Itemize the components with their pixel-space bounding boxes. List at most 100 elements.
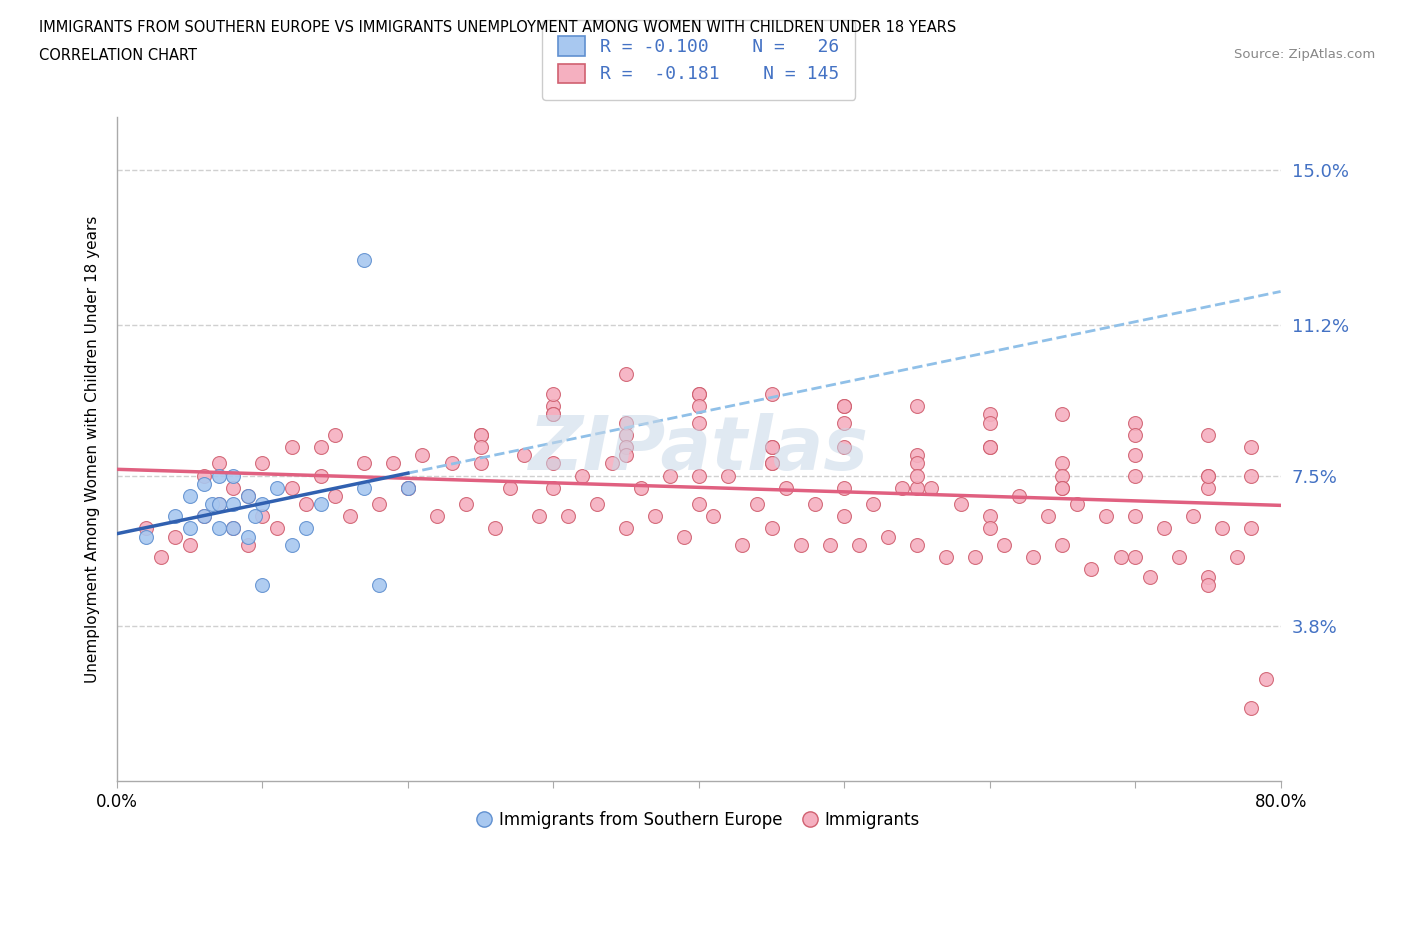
Point: [208, 456, 231, 471]
Point: [309, 468, 332, 483]
Point: [979, 509, 1001, 524]
Point: [761, 387, 783, 402]
Point: [513, 447, 536, 462]
Point: [179, 488, 201, 503]
Point: [832, 509, 855, 524]
Point: [614, 521, 637, 536]
Point: [252, 578, 274, 593]
Point: [1240, 521, 1263, 536]
Point: [1123, 509, 1146, 524]
Point: [905, 538, 928, 552]
Point: [135, 521, 157, 536]
Point: [775, 480, 797, 495]
Point: [280, 480, 302, 495]
Point: [905, 447, 928, 462]
Point: [921, 480, 943, 495]
Point: [832, 440, 855, 455]
Point: [688, 497, 710, 512]
Point: [717, 468, 740, 483]
Point: [862, 497, 884, 512]
Point: [323, 428, 346, 443]
Point: [1211, 521, 1233, 536]
Point: [252, 509, 274, 524]
Point: [600, 456, 623, 471]
Point: [688, 468, 710, 483]
Point: [702, 509, 724, 524]
Point: [396, 480, 419, 495]
Point: [688, 387, 710, 402]
Point: [440, 456, 463, 471]
Point: [1095, 509, 1118, 524]
Point: [1197, 480, 1219, 495]
Point: [891, 480, 914, 495]
Point: [673, 529, 696, 544]
Point: [236, 538, 259, 552]
Point: [396, 480, 419, 495]
Point: [193, 509, 215, 524]
Point: [353, 480, 375, 495]
Point: [876, 529, 898, 544]
Point: [614, 447, 637, 462]
Point: [367, 578, 389, 593]
Point: [905, 456, 928, 471]
Text: CORRELATION CHART: CORRELATION CHART: [39, 48, 197, 63]
Point: [979, 415, 1001, 430]
Point: [454, 497, 477, 512]
Point: [243, 509, 266, 524]
Point: [832, 415, 855, 430]
Point: [731, 538, 754, 552]
Point: [1066, 497, 1088, 512]
Point: [135, 529, 157, 544]
Point: [1167, 550, 1189, 565]
Point: [1182, 509, 1205, 524]
Point: [222, 468, 245, 483]
Point: [1052, 480, 1074, 495]
Point: [761, 456, 783, 471]
Point: [949, 497, 972, 512]
Point: [543, 480, 565, 495]
Point: [586, 497, 609, 512]
Point: [266, 480, 288, 495]
Point: [818, 538, 841, 552]
Point: [353, 456, 375, 471]
Point: [1197, 468, 1219, 483]
Point: [382, 456, 405, 471]
Point: [804, 497, 827, 512]
Point: [1052, 456, 1074, 471]
Point: [979, 440, 1001, 455]
Point: [761, 440, 783, 455]
Point: [1052, 468, 1074, 483]
Point: [979, 440, 1001, 455]
Point: [208, 521, 231, 536]
Point: [1226, 550, 1249, 565]
Point: [165, 509, 187, 524]
Point: [222, 497, 245, 512]
Point: [543, 407, 565, 422]
Point: [832, 480, 855, 495]
Point: [499, 480, 522, 495]
Point: [905, 468, 928, 483]
Y-axis label: Unemployment Among Women with Children Under 18 years: Unemployment Among Women with Children U…: [86, 216, 100, 683]
Text: ZIPatlas: ZIPatlas: [529, 413, 869, 485]
Point: [165, 529, 187, 544]
Point: [979, 521, 1001, 536]
Point: [1240, 468, 1263, 483]
Point: [614, 415, 637, 430]
Point: [614, 366, 637, 381]
Point: [614, 440, 637, 455]
Point: [1240, 440, 1263, 455]
Point: [761, 456, 783, 471]
Point: [993, 538, 1015, 552]
Point: [557, 509, 579, 524]
Point: [789, 538, 811, 552]
Point: [543, 399, 565, 414]
Point: [470, 456, 492, 471]
Point: [1153, 521, 1175, 536]
Point: [935, 550, 957, 565]
Point: [266, 521, 288, 536]
Point: [571, 468, 593, 483]
Point: [688, 415, 710, 430]
Point: [1008, 488, 1031, 503]
Point: [905, 480, 928, 495]
Point: [543, 387, 565, 402]
